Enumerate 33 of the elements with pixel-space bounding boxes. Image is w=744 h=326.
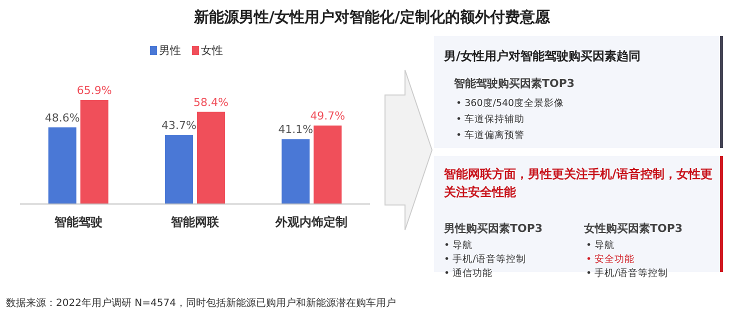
text: • 车道保持辅助	[456, 113, 525, 125]
data-label: 58.4%	[194, 96, 228, 109]
bar	[80, 100, 108, 204]
text: 男性购买因素TOP3	[443, 222, 543, 235]
text: 男/女性用户对智能驾驶购买因素趋同	[443, 49, 640, 63]
text: 智能网联方面，男性更关注手机/语音控制，女性更关注安全性能	[444, 166, 714, 201]
data-label: 49.7%	[310, 110, 346, 123]
legend-label: 男性	[159, 44, 181, 57]
bar	[197, 112, 225, 204]
data-label: 43.7%	[162, 119, 196, 132]
text: • 通信功能	[444, 267, 493, 279]
bar	[48, 127, 76, 204]
bar	[314, 126, 342, 204]
x-tick-label: 外观内饰定制	[274, 215, 348, 229]
source-note: 数据来源：2022年用户调研 N=4574，同时包括新能源已购用户和新能源潜在购车用户	[6, 297, 396, 309]
text: 女性购买因素TOP3	[583, 222, 683, 235]
text: • 手机/语音等控制	[444, 253, 526, 265]
text: • 安全功能	[586, 253, 635, 265]
data-label: 41.1%	[278, 123, 314, 136]
text: • 导航	[444, 239, 473, 251]
x-tick-label: 智能驾驶	[53, 215, 102, 229]
text: • 手机/语音等控制	[586, 267, 668, 279]
text: 智能驾驶购买因素TOP3	[453, 77, 575, 90]
text: • 车道偏离预警	[456, 129, 525, 141]
data-label: 65.9%	[76, 84, 112, 97]
bar	[165, 135, 193, 204]
data-label: 48.6%	[44, 111, 80, 124]
bar	[282, 139, 310, 204]
x-tick-label: 智能网联	[170, 215, 220, 229]
legend-label: 女性	[201, 44, 223, 57]
text: • 导航	[586, 239, 615, 251]
chart-title: 新能源男性/女性用户对智能化/定制化的额外付费意愿	[193, 8, 551, 26]
text: • 360度/540度全景影像	[456, 97, 564, 109]
